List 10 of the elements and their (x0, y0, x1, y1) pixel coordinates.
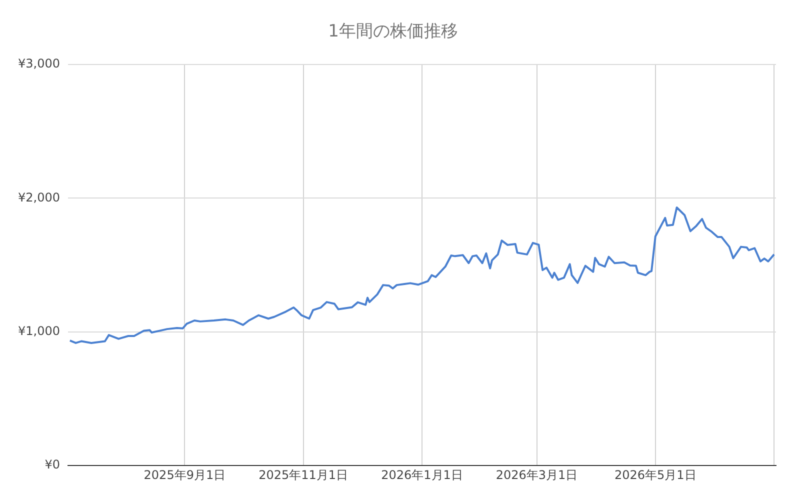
y-tick-label: ¥3,000 (18, 56, 60, 71)
y-tick-label: ¥2,000 (18, 190, 60, 204)
y-tick-label: ¥0 (44, 458, 60, 472)
x-tick-label: 2025年9月1日 (144, 468, 226, 482)
y-tick-label: ¥1,000 (18, 324, 60, 338)
x-tick-label: 2025年11月1日 (258, 468, 348, 482)
x-tick-label: 2026年1月1日 (381, 468, 463, 482)
x-tick-label: 2026年3月1日 (496, 468, 578, 482)
chart-title: 1年間の株価推移 (328, 22, 458, 42)
x-tick-label: 2026年5月1日 (614, 468, 696, 482)
